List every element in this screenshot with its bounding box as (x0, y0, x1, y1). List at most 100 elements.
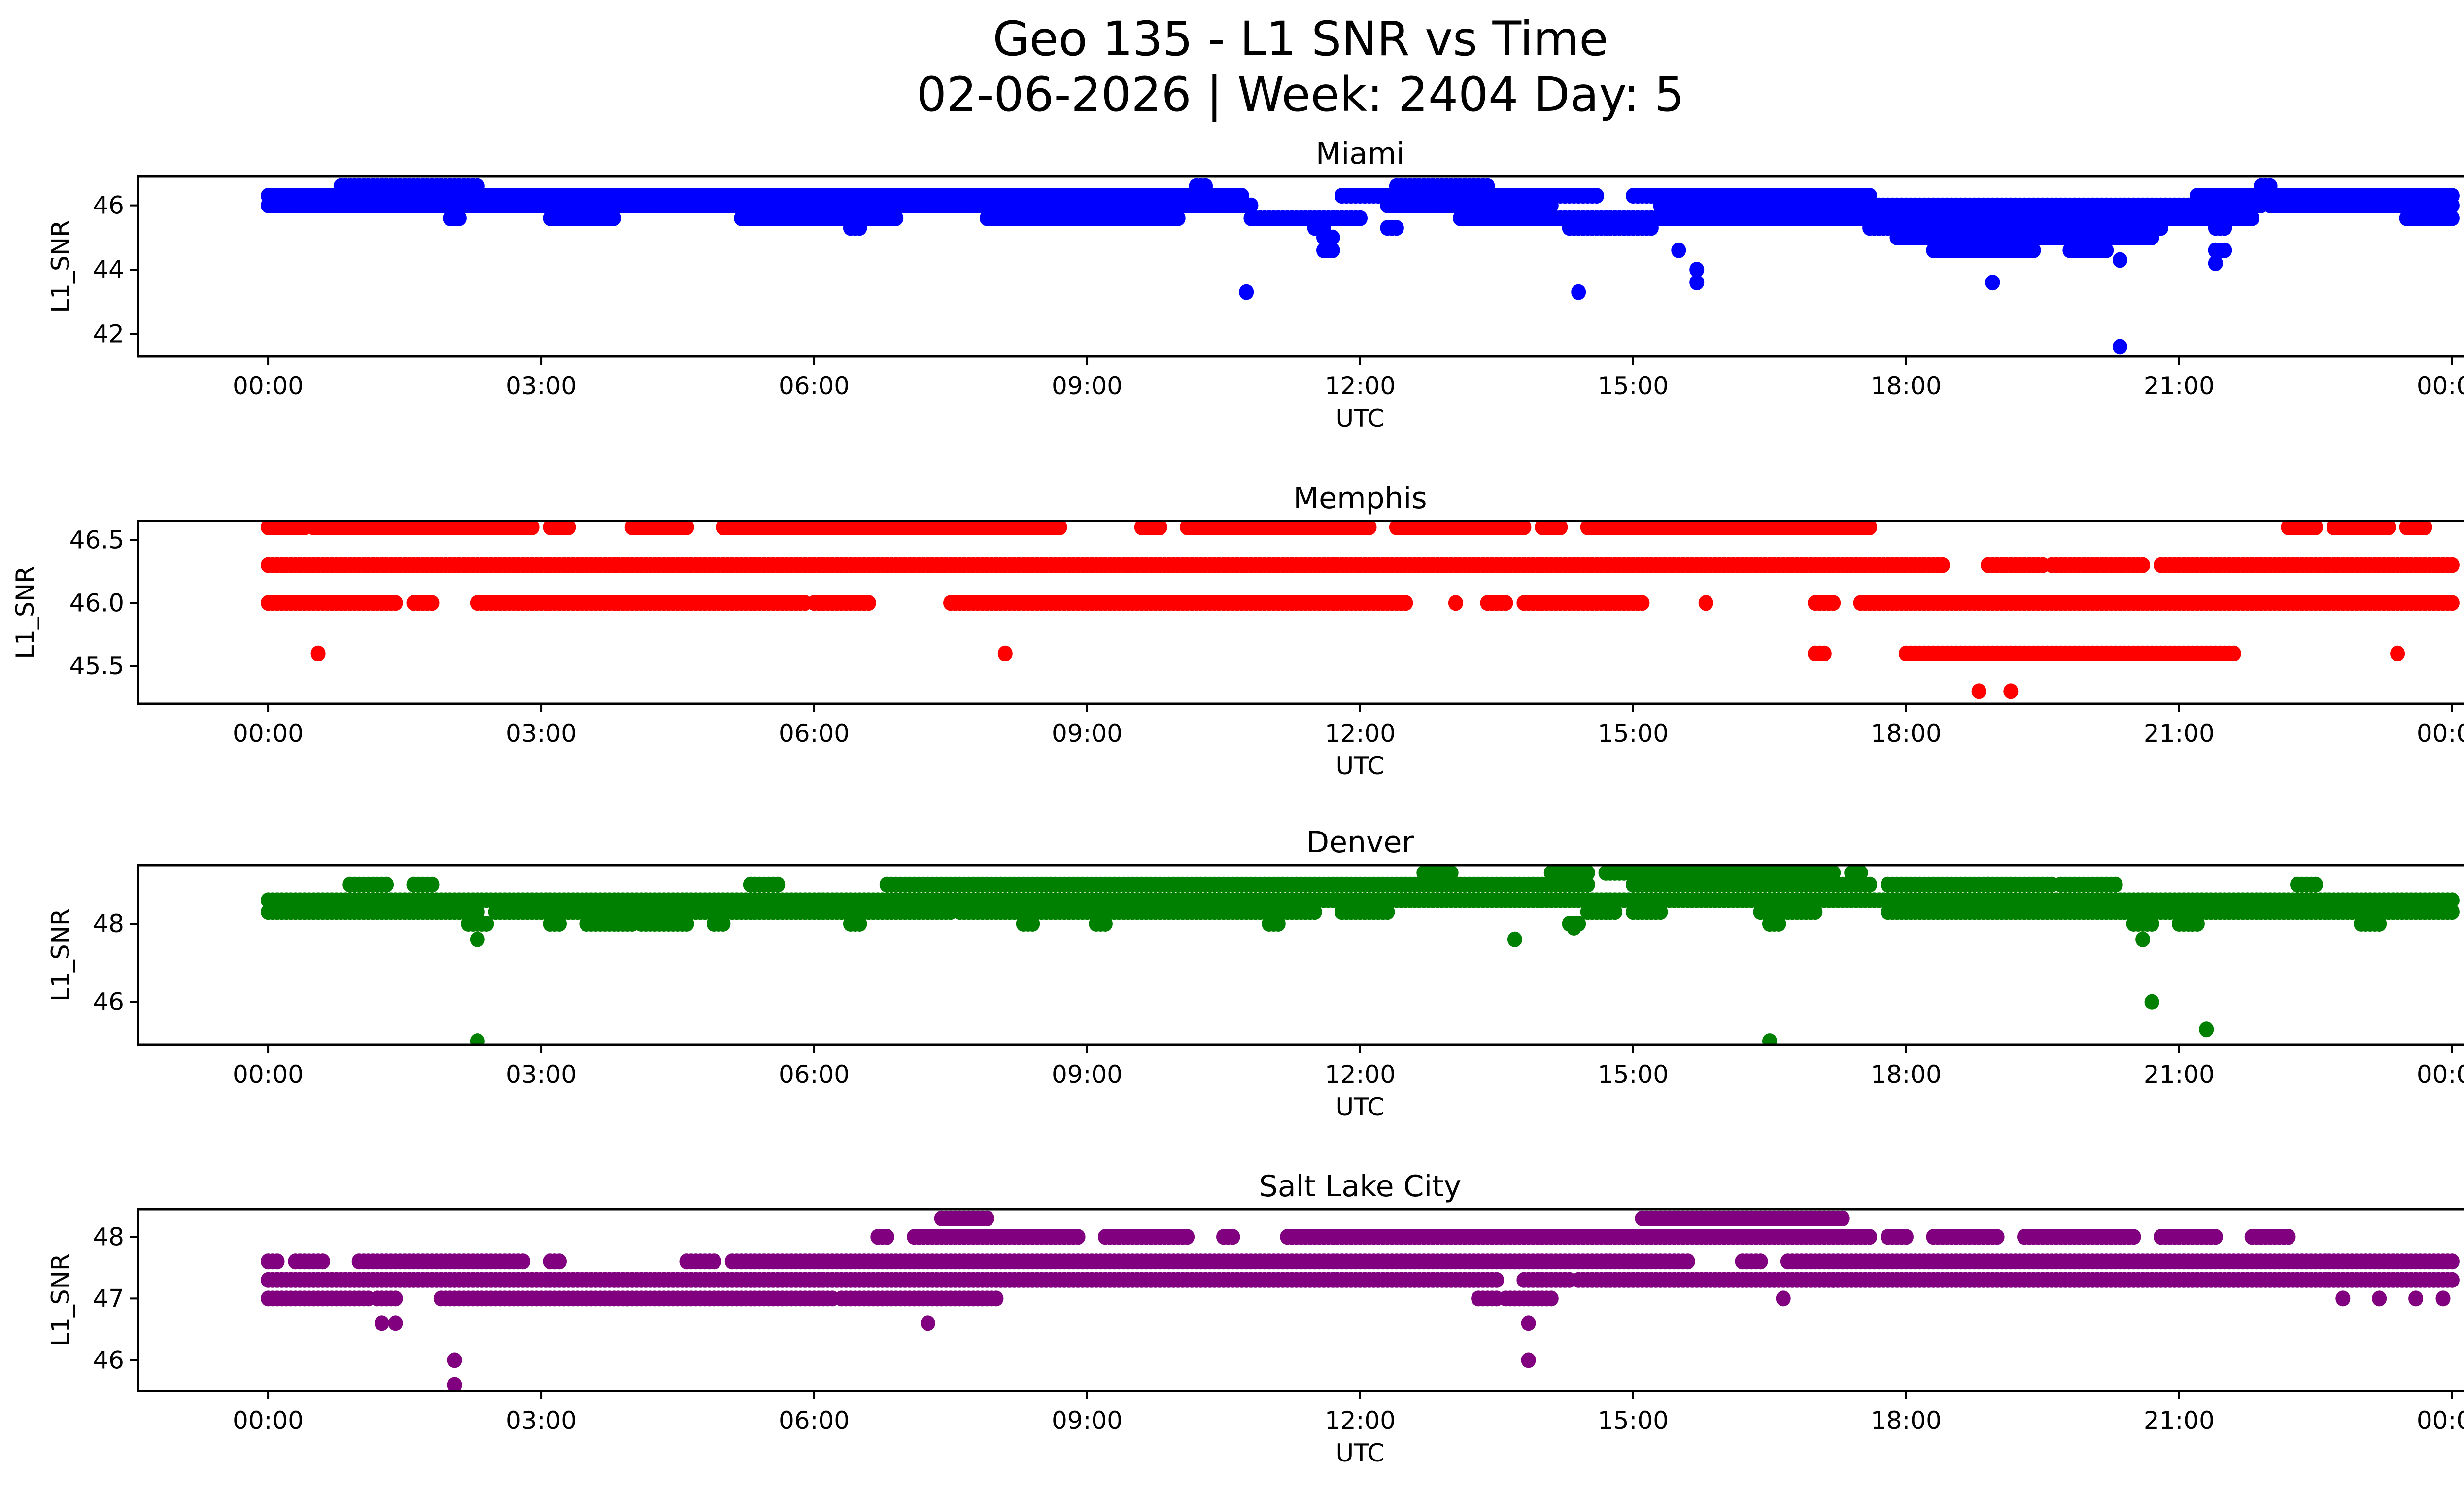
data-point (1025, 916, 1040, 932)
y-tick-label: 46 (93, 988, 124, 1016)
data-point (451, 210, 467, 226)
data-point-outlier (1239, 284, 1254, 300)
data-point (1353, 210, 1368, 226)
data-point (852, 220, 867, 236)
x-tick-label: 21:00 (2144, 1060, 2215, 1089)
data-point (424, 876, 440, 893)
x-tick-label: 12:00 (1325, 1060, 1396, 1089)
x-tick-label: 12:00 (1325, 372, 1396, 400)
data-point-outlier (1507, 931, 1522, 947)
data-point (2444, 188, 2460, 204)
data-point (1362, 521, 1377, 535)
x-tick-label: 09:00 (1052, 719, 1123, 748)
x-tick-label: 15:00 (1598, 1060, 1669, 1089)
data-point (1635, 595, 1650, 611)
scatter-series (261, 1210, 2460, 1391)
data-point (1808, 904, 1823, 920)
data-point-outlier (1567, 920, 1581, 936)
x-tick-label: 21:00 (2144, 719, 2215, 748)
data-point (1862, 188, 1878, 204)
data-point (889, 210, 904, 226)
data-point (2244, 210, 2259, 226)
data-point (2144, 229, 2159, 245)
data-point (1589, 188, 1605, 204)
data-point (1243, 197, 1259, 213)
data-point (1307, 904, 1322, 920)
data-point-outlier (1689, 262, 1705, 278)
data-point (552, 1253, 567, 1270)
data-point-outlier (1671, 242, 1686, 258)
data-point (1580, 865, 1595, 881)
data-point-outlier (2144, 994, 2159, 1010)
x-tick-label: 18:00 (1871, 1060, 1942, 1089)
axes-frame (137, 520, 2464, 705)
data-point (2444, 557, 2460, 573)
data-point (770, 876, 786, 893)
data-point (524, 521, 540, 535)
data-point-outlier (2003, 683, 2019, 699)
data-point (2190, 916, 2205, 932)
x-tick-label: 06:00 (779, 1060, 850, 1089)
x-tick-label: 09:00 (1052, 1060, 1123, 1089)
x-tick-label: 00:00 (2417, 1060, 2464, 1089)
data-point (2444, 904, 2460, 920)
data-point-outlier (1985, 275, 2000, 291)
data-point (561, 521, 576, 535)
data-point (1480, 178, 1495, 194)
scatter-series (261, 178, 2460, 355)
data-point (2308, 521, 2323, 535)
x-tick-label: 09:00 (1052, 372, 1123, 400)
data-point-outlier (997, 645, 1013, 661)
data-point-outlier (470, 931, 485, 947)
data-point (706, 1253, 721, 1270)
x-tick-label: 12:00 (1325, 719, 1396, 748)
data-point (2099, 242, 2114, 258)
data-point (1052, 521, 1067, 535)
x-tick-label: 00:00 (233, 1060, 304, 1089)
x-tick-label: 00:00 (2417, 372, 2464, 400)
data-point (1097, 916, 1113, 932)
data-point (2444, 1272, 2460, 1288)
suptitle-line-1: Geo 135 - L1 SNR vs Time (993, 11, 1608, 67)
scatter-series (261, 521, 2460, 699)
data-point-outlier (2112, 252, 2127, 268)
data-point (1862, 521, 1878, 535)
data-point-outlier (1971, 683, 1986, 699)
x-tick-label: 03:00 (506, 1060, 577, 1089)
data-point (2026, 242, 2041, 258)
data-point (2144, 916, 2159, 932)
x-tick-label: 21:00 (2144, 372, 2215, 400)
data-point (479, 916, 494, 932)
data-point (2154, 220, 2168, 236)
data-point-outlier (1762, 1033, 1777, 1045)
data-point (2417, 521, 2432, 535)
data-point (2444, 595, 2460, 611)
y-tick-label: 45.5 (69, 652, 124, 680)
data-point-outlier (2199, 1021, 2214, 1038)
data-point-outlier (310, 645, 326, 661)
x-tick-label: 15:00 (1598, 719, 1669, 748)
x-tick-label: 03:00 (506, 372, 577, 400)
data-point-outlier (2208, 255, 2223, 271)
x-axis-label: UTC (1335, 1093, 1384, 1121)
data-point (315, 1253, 330, 1270)
data-point-outlier (2208, 242, 2223, 258)
y-tick-label: 46.5 (69, 525, 124, 554)
data-point-outlier (1448, 595, 1463, 611)
data-point (1170, 210, 1186, 226)
x-tick-label: 03:00 (506, 719, 577, 748)
data-point (852, 916, 867, 932)
data-point (2444, 210, 2460, 226)
data-point-outlier (1689, 275, 1705, 291)
data-point (2217, 220, 2232, 236)
data-point (2381, 521, 2396, 535)
data-point (2108, 876, 2123, 893)
data-point (1753, 1253, 1768, 1270)
data-point (388, 1290, 403, 1307)
data-point (1270, 916, 1286, 932)
data-point (1643, 220, 1659, 236)
data-point-outlier (1698, 595, 1713, 611)
y-tick-label: 46.0 (69, 589, 124, 617)
x-tick-label: 06:00 (779, 372, 850, 400)
